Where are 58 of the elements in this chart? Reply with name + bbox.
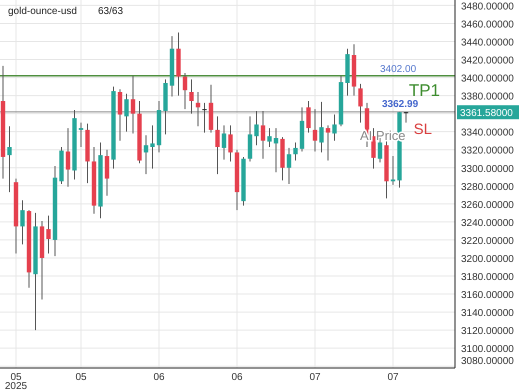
y-tick-label: 3140.00000 — [461, 308, 514, 320]
candlestick — [189, 78, 194, 114]
annotation: 63/63 — [98, 6, 124, 17]
x-tick-label: 05 — [75, 372, 87, 383]
y-tick-label: 3400.00000 — [461, 74, 514, 85]
y-tick-label: 3320.00000 — [461, 146, 514, 157]
candlestick — [78, 122, 84, 148]
annotation: 3402.00 — [380, 64, 417, 75]
x-tick-label: 07 — [309, 372, 321, 383]
y-tick-label: 3380.00000 — [461, 92, 514, 103]
y-tick-label: 3240.00000 — [461, 218, 514, 229]
candlestick — [66, 128, 70, 188]
candlestick — [104, 149, 110, 196]
y-tick-label: 3100.00000 — [461, 344, 514, 356]
candlestick — [46, 215, 51, 254]
x-tick-label: 07 — [387, 372, 399, 383]
text: 3361.58000 — [460, 108, 514, 120]
candlestick — [267, 128, 272, 148]
y-tick-label: 3440.00000 — [461, 37, 514, 48]
x-tick-label: 05 2025 — [4, 372, 28, 390]
ref-line-label: SL — [414, 120, 432, 138]
x-tick-label: 06 — [153, 372, 165, 383]
y-tick-label: 3300.00000 — [461, 164, 514, 175]
y-tick-label: 3120.00000 — [461, 326, 514, 338]
candlestick — [20, 200, 25, 245]
candlestick — [182, 72, 188, 110]
y-tick-label: 3420.00000 — [461, 56, 514, 67]
y-tick-label: 3480.00000 — [461, 1, 514, 12]
candlestick — [326, 124, 330, 162]
candlestick — [118, 88, 122, 142]
y-tick-label: 3280.00000 — [461, 182, 514, 193]
candlestick — [215, 116, 220, 175]
candlestick — [196, 92, 200, 127]
y-tick-label: 3160.00000 — [461, 290, 514, 302]
candlestick — [124, 93, 129, 132]
candlestick — [130, 75, 136, 134]
annotation: 3362.99 — [382, 98, 419, 110]
y-tick-label: 3080.00000 — [461, 356, 514, 368]
ref-line-label: TP1 — [408, 80, 440, 100]
candlestick — [286, 147, 292, 184]
y-tick-label: 3220.00000 — [461, 236, 514, 247]
candlestick — [7, 126, 12, 193]
y-tick-label: 3180.00000 — [461, 272, 514, 283]
candlestick — [144, 134, 148, 175]
candlestick — [228, 124, 233, 162]
y-tick-label: 3340.00000 — [461, 128, 514, 139]
y-tick-label: 3200.00000 — [461, 254, 514, 265]
candlestick — [274, 128, 278, 173]
candlestick — [332, 114, 337, 142]
text: gold-ounce-usd — [8, 6, 77, 17]
y-tick-label: 3460.00000 — [461, 19, 514, 30]
y-tick-label: 3260.00000 — [461, 200, 514, 211]
candlestick — [358, 83, 363, 124]
candlestick — [222, 124, 226, 160]
candlestick — [306, 100, 311, 134]
candlestick — [319, 101, 324, 153]
candlestick — [390, 156, 396, 186]
x-tick-label: 06 — [231, 372, 243, 383]
